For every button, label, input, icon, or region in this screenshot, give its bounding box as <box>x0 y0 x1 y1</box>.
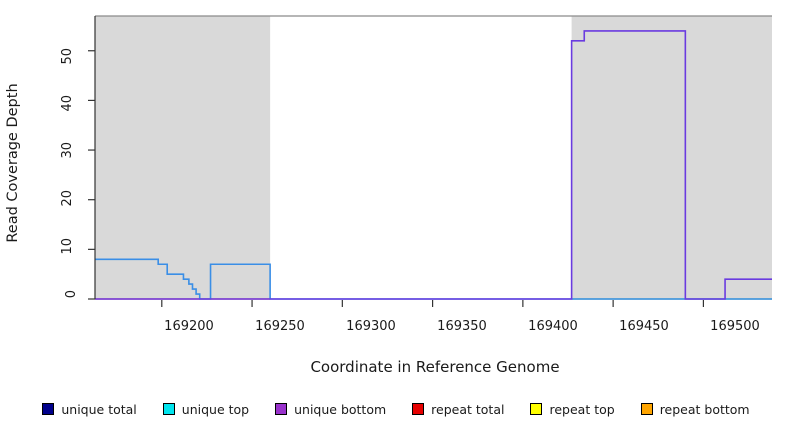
legend-swatch-icon-unique-total <box>42 403 55 415</box>
legend-label-repeat-bottom: repeat bottom <box>659 401 750 417</box>
legend-swatch-icon-unique-bottom <box>275 403 288 415</box>
legend-label-unique-bottom: unique bottom <box>294 401 387 417</box>
legend-item-unique-top: unique top <box>162 401 250 417</box>
y-axis-title: Read Coverage Depth <box>5 83 21 243</box>
legend-label-repeat-total: repeat total <box>431 401 505 417</box>
y-tick-label-50: 50 <box>60 48 75 65</box>
x-axis-title: Coordinate in Reference Genome <box>310 358 560 376</box>
x-tick-label-169200: 169200 <box>164 319 214 334</box>
x-tick-label-169500: 169500 <box>710 319 760 334</box>
legend-label-unique-top: unique top <box>181 401 250 417</box>
legend-item-repeat-top: repeat top <box>530 401 615 417</box>
legend-item-unique-bottom: unique bottom <box>275 402 386 417</box>
y-tick-label-0: 0 <box>64 290 79 299</box>
x-tick-label-169300: 169300 <box>346 319 396 334</box>
x-tick-label-169250: 169250 <box>255 319 305 334</box>
legend-label-repeat-top: repeat top <box>549 401 615 417</box>
legend-item-repeat-bottom: repeat bottom <box>640 401 750 417</box>
series-line-unique-bottom <box>95 30 772 300</box>
x-tick-label-169350: 169350 <box>437 319 487 334</box>
y-tick-label-30: 30 <box>60 142 75 159</box>
legend-swatch-icon-unique-top <box>162 403 175 415</box>
shaded-region-1 <box>571 16 772 299</box>
series-line-unique-top <box>95 258 772 300</box>
legend-swatch-icon-repeat-total <box>412 403 425 415</box>
x-tick-label-169450: 169450 <box>619 319 669 334</box>
x-tick-label-169400: 169400 <box>528 319 578 334</box>
legend-item-repeat-total: repeat total <box>412 402 504 417</box>
shaded-region-0 <box>95 16 271 299</box>
chart-legend: unique total unique top unique bottom re… <box>0 398 792 420</box>
legend-label-unique-total: unique total <box>61 401 137 417</box>
y-tick-label-20: 20 <box>60 190 75 207</box>
y-tick-label-40: 40 <box>60 95 75 112</box>
legend-item-unique-total: unique total <box>42 401 137 417</box>
y-tick-label-10: 10 <box>60 238 75 255</box>
legend-swatch-icon-repeat-top <box>530 403 543 415</box>
legend-swatch-icon-repeat-bottom <box>640 403 653 415</box>
